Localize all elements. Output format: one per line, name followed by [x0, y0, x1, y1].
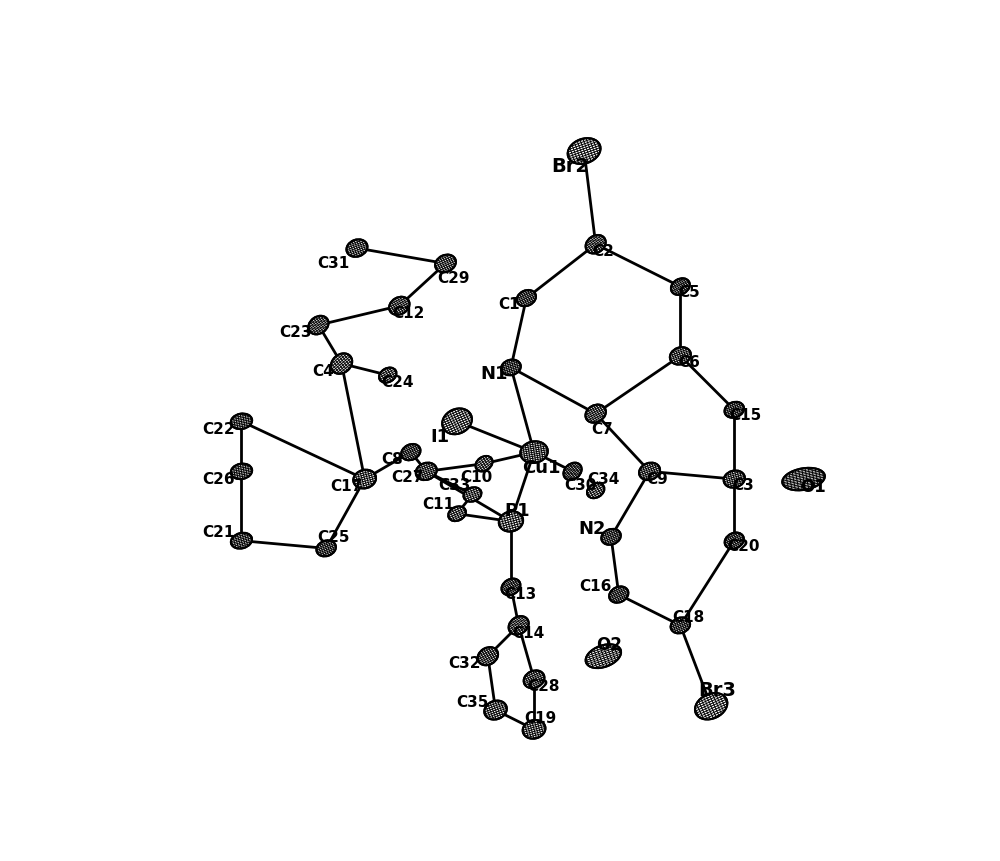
Text: C22: C22 — [202, 422, 235, 437]
Text: C6: C6 — [679, 355, 701, 369]
Ellipse shape — [501, 579, 520, 595]
Text: I1: I1 — [431, 428, 450, 446]
Text: C14: C14 — [512, 626, 544, 641]
Text: C33: C33 — [438, 478, 470, 492]
Text: C25: C25 — [318, 530, 350, 545]
Text: C8: C8 — [382, 452, 403, 468]
Ellipse shape — [509, 616, 529, 635]
Ellipse shape — [231, 533, 252, 548]
Text: C19: C19 — [524, 711, 556, 726]
Ellipse shape — [586, 644, 621, 668]
Text: C34: C34 — [587, 473, 620, 487]
Ellipse shape — [231, 463, 252, 480]
Text: Br3: Br3 — [698, 681, 736, 700]
Text: C27: C27 — [392, 470, 424, 485]
Text: C28: C28 — [527, 679, 560, 695]
Ellipse shape — [379, 368, 396, 382]
Text: O1: O1 — [800, 478, 826, 496]
Ellipse shape — [517, 290, 536, 307]
Ellipse shape — [435, 255, 456, 272]
Text: C3: C3 — [733, 478, 754, 492]
Text: P1: P1 — [504, 502, 530, 520]
Ellipse shape — [695, 693, 727, 720]
Ellipse shape — [442, 408, 472, 434]
Text: C21: C21 — [202, 525, 235, 541]
Ellipse shape — [501, 360, 521, 375]
Text: C11: C11 — [423, 497, 455, 512]
Text: O2: O2 — [597, 636, 622, 654]
Text: C16: C16 — [579, 579, 612, 594]
Ellipse shape — [231, 413, 252, 429]
Text: C24: C24 — [381, 375, 413, 390]
Text: C7: C7 — [591, 422, 613, 437]
Ellipse shape — [639, 462, 660, 480]
Text: C26: C26 — [202, 472, 235, 486]
Ellipse shape — [724, 402, 744, 418]
Ellipse shape — [585, 405, 606, 423]
Ellipse shape — [725, 532, 744, 548]
Ellipse shape — [448, 506, 466, 521]
Ellipse shape — [308, 316, 329, 334]
Text: C20: C20 — [727, 539, 760, 554]
Ellipse shape — [416, 462, 437, 480]
Text: C31: C31 — [318, 256, 350, 271]
Text: N2: N2 — [579, 520, 606, 538]
Text: C32: C32 — [449, 656, 481, 672]
Ellipse shape — [523, 720, 545, 739]
Ellipse shape — [484, 701, 507, 720]
Text: C12: C12 — [392, 306, 425, 321]
Ellipse shape — [499, 511, 523, 531]
Text: C9: C9 — [646, 472, 668, 486]
Ellipse shape — [671, 617, 690, 634]
Text: C5: C5 — [679, 285, 700, 300]
Text: N1: N1 — [480, 364, 508, 382]
Ellipse shape — [463, 487, 481, 502]
Ellipse shape — [670, 347, 691, 365]
Ellipse shape — [520, 441, 548, 463]
Ellipse shape — [568, 138, 601, 164]
Ellipse shape — [586, 235, 606, 253]
Ellipse shape — [524, 671, 544, 688]
Text: C1: C1 — [499, 297, 520, 312]
Ellipse shape — [671, 278, 690, 295]
Text: C30: C30 — [564, 478, 596, 492]
Text: C2: C2 — [592, 245, 614, 259]
Ellipse shape — [587, 483, 604, 499]
Text: C23: C23 — [279, 325, 312, 340]
Text: C15: C15 — [729, 408, 761, 424]
Ellipse shape — [346, 239, 367, 257]
Ellipse shape — [782, 468, 825, 490]
Ellipse shape — [401, 444, 420, 461]
Text: C13: C13 — [504, 587, 536, 602]
Ellipse shape — [478, 647, 498, 666]
Ellipse shape — [353, 469, 376, 488]
Text: C18: C18 — [672, 610, 704, 625]
Ellipse shape — [601, 529, 621, 545]
Ellipse shape — [331, 353, 352, 374]
Text: C17: C17 — [330, 480, 362, 494]
Text: C29: C29 — [437, 271, 469, 287]
Ellipse shape — [609, 586, 628, 603]
Ellipse shape — [316, 541, 336, 556]
Ellipse shape — [724, 470, 745, 487]
Ellipse shape — [389, 297, 410, 315]
Ellipse shape — [475, 456, 493, 472]
Text: C4: C4 — [312, 364, 334, 379]
Ellipse shape — [563, 462, 582, 480]
Text: C35: C35 — [456, 695, 489, 709]
Text: C10: C10 — [460, 470, 492, 485]
Text: Cu1: Cu1 — [523, 459, 561, 476]
Text: Br2: Br2 — [551, 157, 589, 176]
